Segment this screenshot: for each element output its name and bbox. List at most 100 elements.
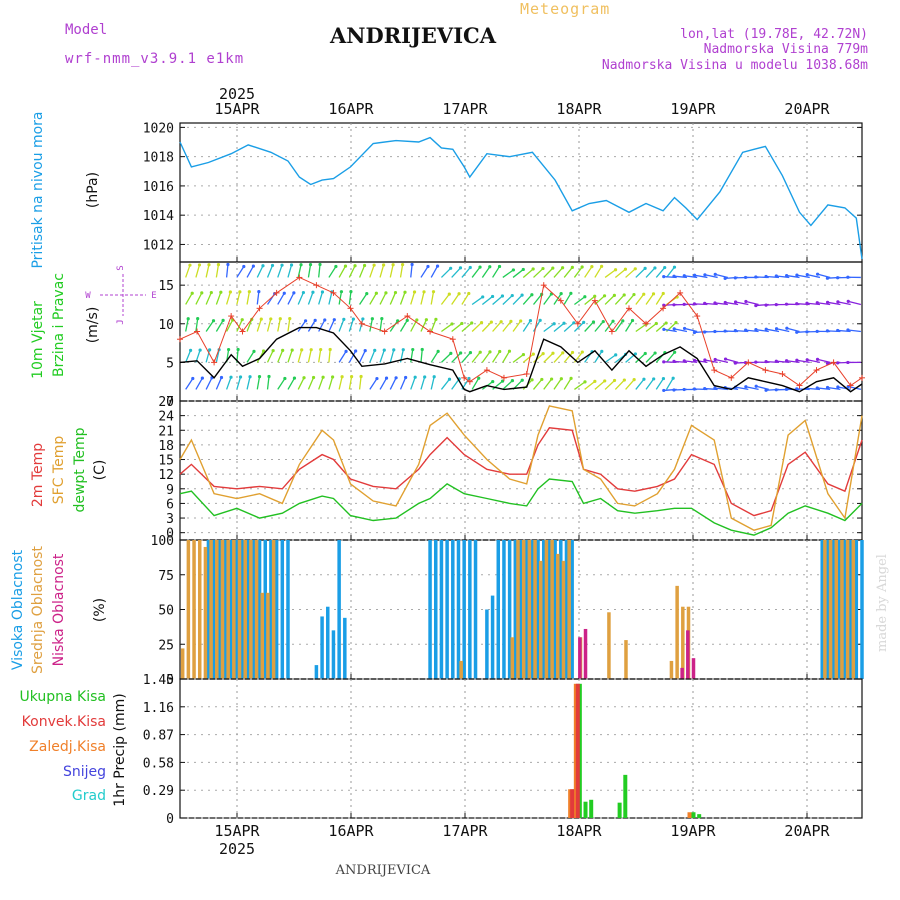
- wind-arrow-head: [805, 301, 809, 305]
- wind-arrow: [714, 387, 728, 391]
- wind-arrow: [807, 359, 821, 364]
- wind-arrow-head: [238, 375, 243, 379]
- model-label: Model: [65, 22, 107, 38]
- wind-arrow-head: [653, 266, 657, 270]
- wind-arrow: [236, 291, 241, 305]
- cloud-ylabel-2: Srednja Oblacnost: [30, 546, 46, 674]
- wind-arrow-head: [682, 387, 686, 392]
- wind-arrow-head: [219, 290, 223, 294]
- wind-arrow-head: [344, 349, 348, 353]
- wind-ytick-label: 10: [158, 318, 174, 333]
- wind-ytick-label: 5: [166, 356, 174, 371]
- wind-arrow: [461, 267, 471, 278]
- wind-arrow: [694, 359, 708, 364]
- compass-s: J: [116, 319, 126, 324]
- wind-arrow-head: [661, 291, 665, 296]
- wind-arrow-head: [420, 347, 424, 352]
- wind-arrow: [512, 354, 524, 363]
- clouds-bar-high: [843, 540, 847, 679]
- wind-arrow-head: [447, 292, 451, 296]
- wind-arrow: [185, 292, 193, 305]
- wind-arrow: [215, 264, 220, 278]
- day-labels-top: 15APR 16APR 17APR 18APR 19APR 20APR: [214, 100, 830, 118]
- wind-arrow: [655, 322, 667, 332]
- clouds-bar-high: [473, 540, 478, 679]
- wind-arrow-head: [662, 327, 666, 331]
- pressure-frame: [179, 122, 863, 263]
- clouds-bar-high: [326, 606, 330, 679]
- day-label-bottom: 18APR: [556, 822, 602, 840]
- clouds-bar-high: [826, 540, 830, 679]
- wind-arrow: [594, 321, 604, 332]
- clouds-bar-high: [286, 540, 290, 679]
- wind-arrow: [594, 351, 603, 363]
- wind-arrow-head: [323, 318, 327, 322]
- wind-arrow: [297, 292, 304, 305]
- wind-arrow-head: [520, 293, 524, 297]
- wind-arrow: [614, 379, 625, 390]
- clouds-bar-high: [229, 540, 233, 679]
- wind-arrow-head: [292, 291, 296, 295]
- wind-arrow-head: [570, 265, 574, 269]
- wind-arrow: [328, 319, 335, 332]
- temperature-ytick-label: 15: [158, 454, 174, 469]
- wind-arrow-head: [591, 320, 596, 324]
- temp-unit: (C): [92, 460, 108, 481]
- wind-panel: 0 5 10 15: [158, 261, 865, 410]
- clouds-bar-mid: [675, 585, 679, 679]
- wind-arrow: [195, 318, 199, 332]
- wind-arrow-head: [622, 378, 626, 382]
- wind-arrow-head: [671, 376, 675, 380]
- clouds-bar-high: [513, 540, 518, 679]
- day-label-bottom: 19APR: [670, 822, 716, 840]
- wind-arrow-head: [744, 385, 748, 389]
- wind-arrow-head: [374, 291, 378, 295]
- wind-arrow: [297, 377, 305, 390]
- credit-label: made by Angel: [875, 554, 890, 652]
- wind-arrow: [277, 292, 285, 305]
- wind-arrow: [338, 291, 343, 305]
- clouds-bar-high: [502, 540, 506, 679]
- clouds-bar-mid: [544, 540, 549, 679]
- wind-arrow: [307, 264, 312, 278]
- wind-arrow-head: [774, 388, 778, 392]
- wind-arrow: [287, 292, 295, 305]
- clouds-bar-mid: [550, 540, 554, 679]
- wind-arrow: [297, 320, 307, 332]
- wind-arrow: [532, 293, 543, 305]
- wind-arrow-head: [774, 359, 778, 363]
- wind-arrow-head: [774, 327, 779, 331]
- wind-arrow-head: [313, 318, 317, 322]
- clouds-bar-high: [451, 540, 455, 679]
- wind-arrow: [553, 322, 565, 333]
- wind-arrow: [256, 265, 264, 278]
- wind-arrow: [205, 292, 212, 305]
- clouds-bar-mid: [516, 540, 520, 679]
- wind-arrow-head: [489, 320, 493, 324]
- wind-arrow-head: [559, 292, 563, 296]
- clouds-ytick-label: 50: [158, 604, 174, 619]
- clouds-bar-mid: [840, 540, 844, 679]
- wind-arrow-head: [583, 380, 587, 384]
- precip-bar-convective: [570, 789, 575, 818]
- wind-arrow: [635, 353, 646, 363]
- clouds-bar-mid: [556, 553, 560, 679]
- wind-arrow-head: [713, 386, 717, 390]
- wind-arrow: [318, 376, 324, 390]
- wind-arrow-head: [449, 266, 453, 270]
- wind-arrow-head: [549, 377, 554, 381]
- wind-arrow-head: [569, 291, 573, 295]
- wind-arrow-head: [661, 376, 666, 381]
- wind-arrow: [584, 380, 596, 390]
- wind-arrow-head: [510, 293, 514, 298]
- wind-arrow-head: [499, 320, 503, 324]
- precip-bar-total: [691, 812, 696, 818]
- wind-arrow: [246, 376, 251, 390]
- clouds-bar-high: [524, 540, 529, 679]
- pressure-series-0: [179, 136, 863, 260]
- wind-arrow-head: [613, 268, 618, 272]
- wind-arrow-head: [251, 264, 255, 268]
- clouds-bar-mid: [669, 660, 674, 679]
- clouds-bar-high: [570, 540, 574, 679]
- clouds-bar-high: [462, 540, 466, 679]
